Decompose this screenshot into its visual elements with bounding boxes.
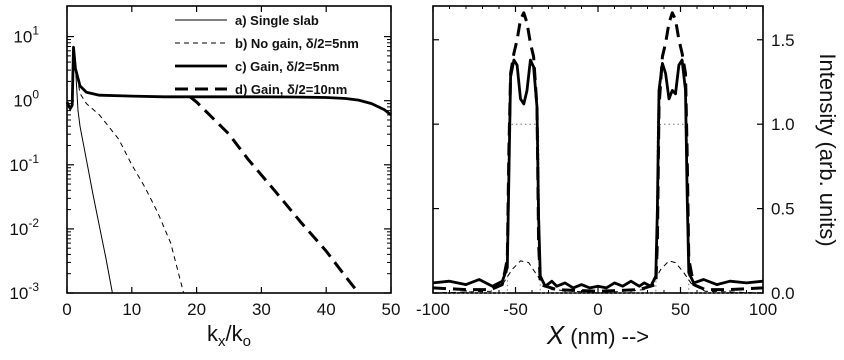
right-y-tick-label: 1.0 xyxy=(771,115,795,134)
legend-label-4: d) Gain, δ/2=10nm xyxy=(235,82,347,97)
legend-label-2: b) No gain, δ/2=5nm xyxy=(235,36,359,51)
left-x-tick-label: 50 xyxy=(382,300,401,319)
left-x-tick-label: 20 xyxy=(187,300,206,319)
right-x-tick-label: 50 xyxy=(671,300,690,319)
left-y-tick-label: 10-1 xyxy=(9,152,39,175)
left-y-tick-label: 100 xyxy=(13,88,39,111)
left-y-tick-label: 10-2 xyxy=(9,216,39,239)
left-legend: a) Single slab b) No gain, δ/2=5nm c) Gain… xyxy=(175,13,359,97)
right-y-tick-label: 0.5 xyxy=(771,200,795,219)
left-chart: 0 10 20 30 40 50 101 100 10-1 10-2 10-3 a) Single … xyxy=(9,6,400,350)
right-x-tick-label: 0 xyxy=(593,300,602,319)
left-x-axis-title: kx/ko xyxy=(207,321,251,350)
left-x-tick-label: 10 xyxy=(122,300,141,319)
legend-label-3: c) Gain, δ/2=5nm xyxy=(235,59,339,74)
right-x-tick-label: -100 xyxy=(416,300,450,319)
right-y-tick-label: 0.0 xyxy=(771,284,795,303)
left-series-line-4 xyxy=(190,97,359,293)
left-y-tick-label: 10-3 xyxy=(9,280,39,303)
left-x-tick-label: 0 xyxy=(62,300,71,319)
right-x-axis-title: X (nm) --> xyxy=(546,320,649,350)
right-x-tick-label: -50 xyxy=(503,300,528,319)
legend-label-1: a) Single slab xyxy=(235,13,319,28)
left-y-tick-label: 101 xyxy=(13,24,39,47)
left-x-tick-label: 40 xyxy=(317,300,336,319)
right-plot-frame xyxy=(433,6,763,293)
right-series-line-3 xyxy=(433,60,763,288)
right-series-line-1 xyxy=(433,124,763,293)
left-series-line-2 xyxy=(67,47,184,293)
right-y-axis-title: Intensity (arb. units) xyxy=(815,53,840,246)
right-y-tick-label: 1.5 xyxy=(771,31,795,50)
right-series-line-4 xyxy=(433,13,763,292)
left-x-tick-label: 30 xyxy=(252,300,271,319)
